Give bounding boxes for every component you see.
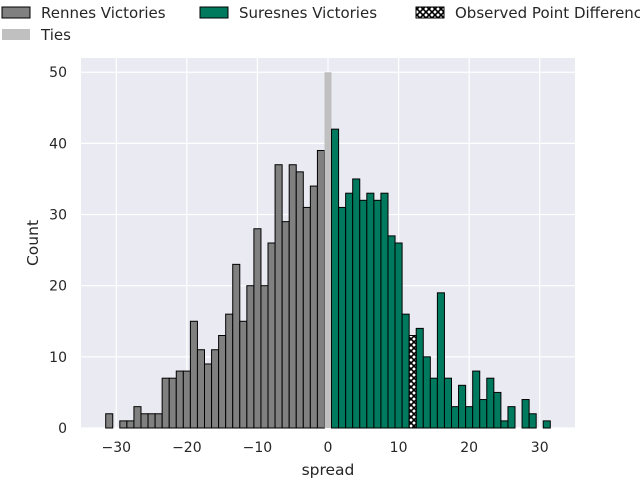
rennes-victories-bar — [274, 164, 283, 429]
rennes-victories-bar — [253, 228, 262, 429]
rennes-victories-bar — [232, 263, 241, 429]
bars — [105, 72, 551, 429]
rennes-victories-legend-label: Rennes Victories — [41, 4, 166, 22]
suresnes-victories-bar — [443, 377, 453, 429]
x-tick-label: −20 — [172, 440, 202, 456]
suresnes-victories-bar — [359, 199, 368, 429]
rennes-victories-bar — [302, 206, 311, 429]
rennes-victories-bar — [211, 349, 220, 429]
suresnes-victories-bar — [436, 292, 445, 429]
rennes-victories-bar — [246, 285, 255, 429]
rennes-victories-bar — [175, 370, 184, 429]
rennes-victories-bar — [189, 320, 198, 429]
suresnes-victories-bar — [465, 406, 474, 429]
rennes-victories-bar — [196, 349, 205, 429]
rennes-victories-bar — [140, 413, 149, 429]
ties-legend-swatch — [2, 29, 30, 40]
rennes-victories-bar — [225, 313, 234, 429]
suresnes-victories-bar — [500, 420, 509, 429]
rennes-victories-bar — [168, 377, 177, 429]
suresnes-victories-bar — [387, 235, 396, 429]
rennes-victories-bar — [154, 413, 163, 429]
rennes-victories-bar — [119, 420, 128, 429]
rennes-victories-bar — [126, 420, 135, 429]
rennes-victories-bar — [309, 185, 318, 429]
ties-legend-label: Ties — [40, 26, 71, 44]
rennes-victories-bar — [260, 285, 269, 429]
suresnes-victories-bar — [401, 313, 410, 429]
rennes-victories-bar — [161, 377, 170, 429]
tick-labels: −30 −20 −10 0 10 20 30 0 10 20 30 40 50 — [49, 65, 548, 456]
rennes-victories-bar — [218, 335, 227, 429]
suresnes-victories-bar — [373, 199, 382, 429]
rennes-victories-bar — [281, 221, 290, 429]
y-axis-label: Count — [24, 220, 42, 266]
suresnes-victories-bar — [493, 391, 502, 429]
y-tick-label: 0 — [58, 421, 67, 437]
suresnes-victories-legend-swatch — [199, 6, 229, 19]
suresnes-victories-bar — [507, 406, 516, 429]
y-tick-label: 30 — [49, 208, 67, 224]
rennes-victories-bar — [147, 413, 156, 429]
y-tick-label: 20 — [49, 279, 67, 295]
rennes-victories-bar — [204, 363, 213, 429]
x-tick-label: 30 — [531, 440, 549, 456]
suresnes-victories-bar — [394, 242, 403, 429]
rennes-victories-bar — [316, 150, 325, 429]
x-tick-label: −10 — [243, 440, 273, 456]
x-tick-label: 20 — [460, 440, 478, 456]
x-tick-label: −30 — [102, 440, 132, 456]
suresnes-victories-bar — [542, 420, 551, 429]
y-tick-label: 10 — [49, 350, 67, 366]
rennes-victories-legend-swatch — [1, 6, 31, 19]
ties-bar — [324, 72, 332, 428]
suresnes-victories-bar — [415, 327, 424, 429]
suresnes-victories-bar — [352, 178, 361, 429]
rennes-victories-bar — [105, 413, 114, 429]
rennes-victories-bar — [239, 320, 248, 429]
x-tick-label: 0 — [324, 440, 333, 456]
x-tick-label: 10 — [390, 440, 408, 456]
y-tick-label: 50 — [49, 65, 67, 81]
suresnes-victories-legend-label: Suresnes Victories — [239, 4, 377, 22]
legend: Rennes Victories Suresnes Victories Observ… — [1, 4, 640, 44]
suresnes-victories-bar — [486, 377, 495, 429]
suresnes-victories-bar — [472, 370, 481, 429]
rennes-victories-bar — [182, 370, 191, 429]
suresnes-victories-bar — [458, 384, 467, 429]
suresnes-victories-bar — [345, 192, 354, 429]
suresnes-victories-bar — [451, 406, 460, 429]
suresnes-victories-bar — [422, 356, 431, 429]
suresnes-victories-bar — [380, 192, 389, 429]
x-axis-label: spread — [302, 461, 355, 479]
suresnes-victories-bar — [479, 399, 488, 429]
rennes-victories-bar — [133, 406, 142, 429]
rennes-victories-bar — [295, 171, 304, 429]
observed-point-difference-legend-label: Observed Point Difference — [455, 4, 640, 22]
suresnes-victories-bar — [429, 377, 438, 429]
suresnes-victories-bar — [528, 413, 537, 429]
suresnes-victories-bar — [338, 206, 347, 429]
rennes-victories-bar — [267, 242, 276, 429]
suresnes-victories-bar — [331, 128, 340, 429]
suresnes-victories-bar — [521, 399, 530, 429]
suresnes-victories-bar — [366, 192, 375, 429]
observed-point-difference-legend-swatch — [415, 6, 445, 19]
y-tick-label: 40 — [49, 136, 67, 152]
rennes-victories-bar — [288, 164, 297, 429]
observed-point-difference-bar — [408, 335, 417, 429]
